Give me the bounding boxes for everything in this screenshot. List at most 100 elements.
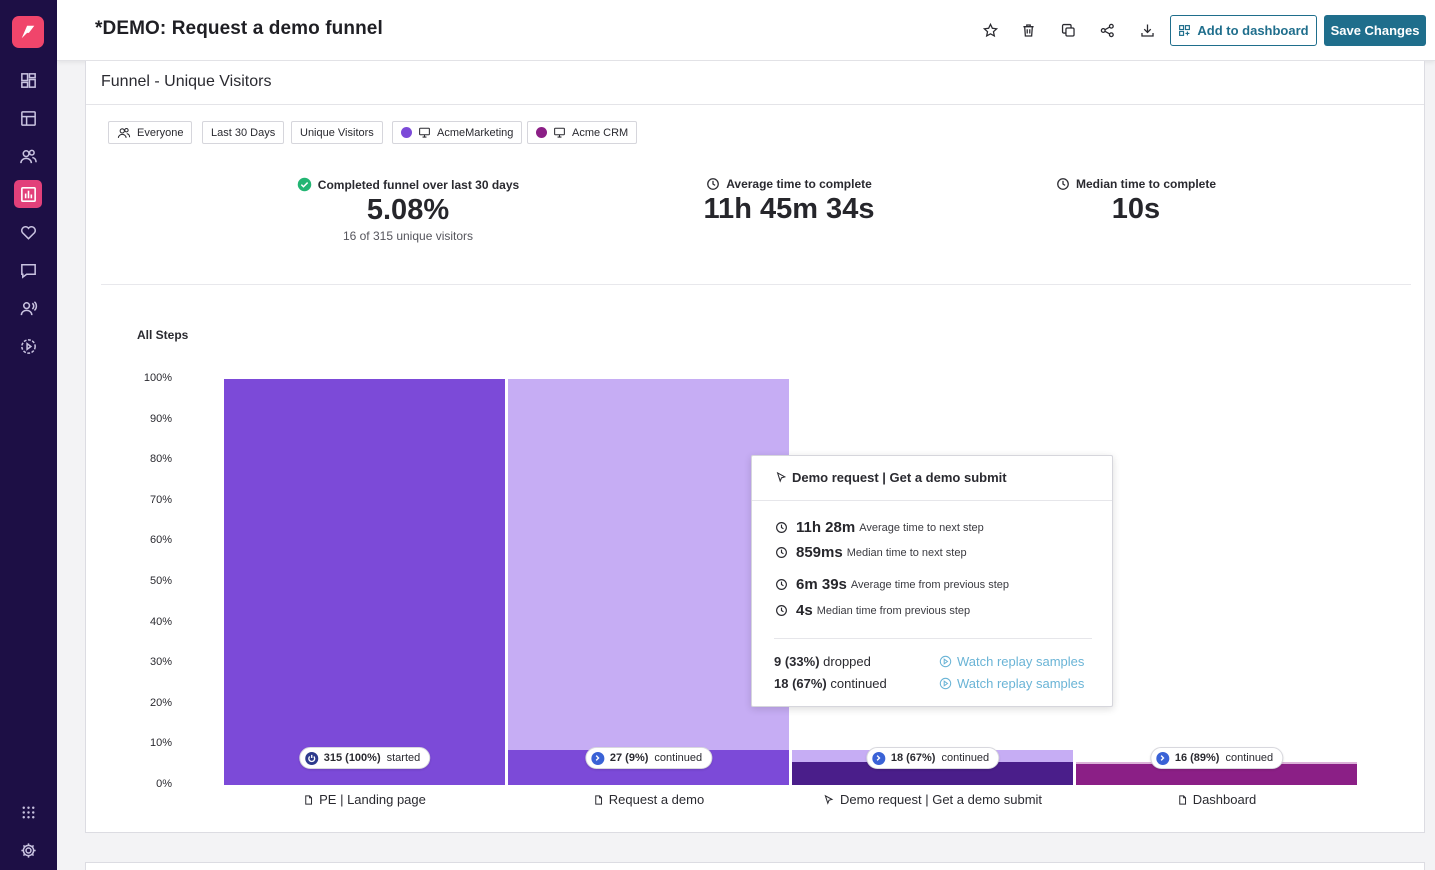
segment-filter[interactable]: Everyone [108,121,193,144]
sidebar-item-settings[interactable] [14,836,42,864]
app-filter-acmemarketing[interactable]: AcmeMarketing [392,121,523,144]
step-count-text: started [386,752,421,764]
y-tick-label: 70% [149,493,172,506]
funnel-bar[interactable] [224,379,505,785]
add-to-dashboard-button[interactable]: Add to dashboard [1170,15,1317,46]
settings-icon [20,842,36,858]
y-tick-label: 0% [156,778,172,790]
average-time-value: 11h 45m 34s [703,193,875,225]
sidebar-item-guides[interactable] [14,256,42,284]
tooltip-title: Demo request | Get a demo submit [775,470,1007,485]
y-tick-label: 80% [149,453,172,466]
tooltip-row-label: Average time from previous step [850,578,1010,591]
continued-value: 18 (67%) [774,676,827,691]
monitor-icon [554,127,565,138]
date-range-label: Last 30 Days [211,126,276,139]
app-color-dot [536,127,547,138]
page-header: *DEMO: Request a demo funnel Add to dash… [57,0,1435,61]
step-label-text: Dashboard [1192,792,1257,807]
y-tick-label: 50% [149,575,172,587]
clock-icon [776,605,787,616]
step-count-pill[interactable]: 27 (9%) continued [584,747,713,769]
divider [774,638,1092,639]
apps-icon [22,806,34,818]
app-filter-acme-crm[interactable]: Acme CRM [527,121,638,144]
share-icon [1100,23,1114,37]
download-button[interactable] [1137,20,1157,40]
dashboard-add-icon [1179,25,1191,36]
check-circle-icon [297,177,312,192]
cursor-icon [823,794,835,806]
average-time-stat: Average time to complete 11h 45m 34s [639,177,939,226]
watch-replay-label: Watch replay samples [957,676,1085,691]
step-count-pill[interactable]: 16 (89%) continued [1149,747,1284,769]
y-tick-label: 10% [149,737,172,750]
completed-value: 5.08% [366,194,450,226]
date-range-filter[interactable]: Last 30 Days [202,121,285,144]
chevron-right-icon [871,751,885,765]
power-icon [304,751,318,765]
page-title: *DEMO: Request a demo funnel [95,18,383,39]
share-button[interactable] [1097,20,1117,40]
step-count-text: continued [1225,752,1274,764]
step-count-pill[interactable]: 18 (67%) continued [865,747,1000,769]
segment-filter-label: Everyone [137,126,184,139]
tooltip-row: 6m 39s Average time from previous step [775,576,1009,593]
y-tick-label: 20% [149,696,172,709]
favorite-button[interactable] [980,20,1000,40]
completed-stat: Completed funnel over last 30 days 5.08%… [258,177,558,243]
app-logo[interactable] [12,16,44,48]
sidebar-item-dashboards[interactable] [14,66,42,94]
play-circle-icon [939,677,952,690]
tooltip-row-value: 11h 28m [796,519,856,536]
funnel-bar[interactable] [792,761,1073,785]
next-card [85,862,1425,870]
trash-icon [1022,23,1034,37]
message-icon [20,263,36,279]
sidebar-item-people[interactable] [14,142,42,170]
clock-icon [776,522,787,533]
step-count-pill[interactable]: 315 (100%) started [298,747,431,769]
clock-icon [1057,178,1069,190]
sidebar-item-layouts[interactable] [14,104,42,132]
sidebar-item-sentiment[interactable] [14,218,42,246]
step-label-text: Request a demo [608,792,705,807]
clock-icon [776,579,787,590]
save-changes-button[interactable]: Save Changes [1324,15,1426,46]
user-voice-icon [20,300,37,315]
sidebar-item-analytics[interactable] [14,180,42,208]
copy-icon [1061,23,1075,37]
card-title: Funnel - Unique Visitors [101,73,272,90]
sidebar-item-feedback[interactable] [14,294,42,322]
y-tick-label: 30% [149,656,172,669]
sidebar-item-replays[interactable] [14,332,42,360]
funnel-bar[interactable] [1076,764,1357,785]
tooltip-row-label: Average time to next step [859,521,984,534]
step-label: PE | Landing page [224,792,505,807]
divider [101,284,1411,285]
average-time-label: Average time to complete [726,177,872,191]
step-label: Dashboard [1076,792,1357,807]
metric-filter[interactable]: Unique Visitors [291,121,383,144]
divider [752,500,1112,501]
chevron-right-icon [1155,751,1169,765]
tooltip-row: 859ms Median time to next step [775,544,967,561]
chart-icon [20,186,36,202]
chevron-right-icon [590,751,604,765]
watch-dropped-replays-link[interactable]: Watch replay samples [939,654,1084,669]
cursor-icon [776,471,787,483]
dropped-stat: 9 (33%) dropped [774,654,871,669]
watch-replay-label: Watch replay samples [957,654,1085,669]
chart-title: All Steps [137,328,189,342]
tooltip-row-value: 859ms [796,544,843,561]
sidebar-item-apps[interactable] [14,798,42,826]
step-label-text: Demo request | Get a demo submit [839,792,1043,807]
delete-button[interactable] [1018,20,1038,40]
watch-continued-replays-link[interactable]: Watch replay samples [939,676,1084,691]
step-count-text: continued [941,752,990,764]
step-label: Demo request | Get a demo submit [792,792,1073,807]
users-icon [117,127,131,138]
duplicate-button[interactable] [1058,20,1078,40]
users-icon [19,149,37,163]
y-tick-label: 100% [143,372,172,384]
